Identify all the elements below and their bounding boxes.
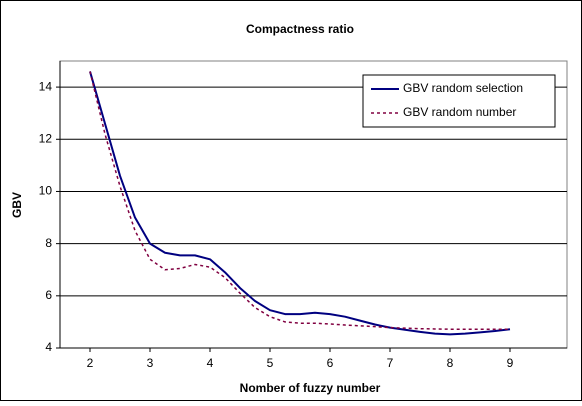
x-axis-label: Nomber of fuzzy number [240,381,381,395]
legend-label: GBV random number [403,105,516,119]
x-tick-label: 2 [87,356,94,370]
x-tick-label: 6 [327,356,334,370]
legend-box [362,74,556,128]
x-tick-label: 4 [207,356,214,370]
x-tick-label: 9 [507,356,514,370]
y-tick-label: 12 [39,131,53,145]
y-tick-label: 8 [45,236,52,250]
y-axis-label: GBV [10,192,24,218]
legend-label: GBV random selection [403,81,523,95]
x-tick-label: 3 [147,356,154,370]
series-line [89,71,511,336]
chart-title: Compactness ratio [246,22,354,36]
x-tick-label: 5 [267,356,274,370]
x-tick-label: 8 [447,356,454,370]
x-tick-label: 7 [387,356,394,370]
y-tick-label: 10 [39,184,53,198]
y-tick-label: 4 [45,340,52,354]
legend: GBV random selection GBV random number [362,74,556,128]
y-tick-label: 14 [39,79,53,93]
series-line [89,71,510,330]
y-tick-label: 6 [45,288,52,302]
